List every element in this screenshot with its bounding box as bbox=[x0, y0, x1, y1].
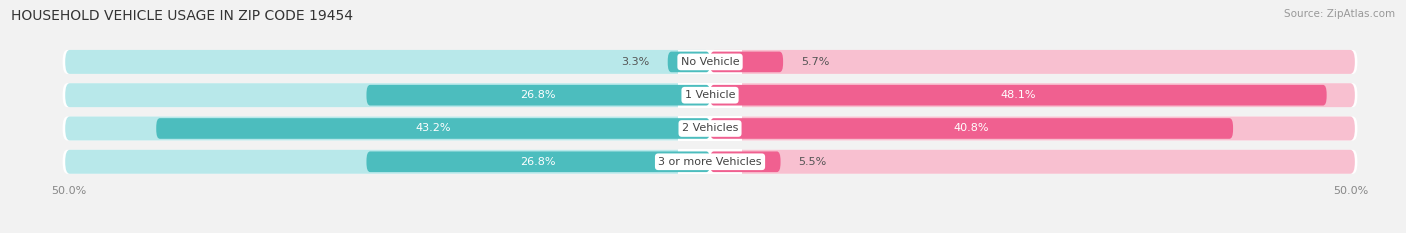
FancyBboxPatch shape bbox=[65, 50, 710, 74]
FancyBboxPatch shape bbox=[156, 118, 710, 139]
FancyBboxPatch shape bbox=[710, 118, 1233, 139]
Text: 3 or more Vehicles: 3 or more Vehicles bbox=[658, 157, 762, 167]
FancyBboxPatch shape bbox=[678, 149, 742, 174]
Text: 5.5%: 5.5% bbox=[799, 157, 827, 167]
Text: 1 Vehicle: 1 Vehicle bbox=[685, 90, 735, 100]
Text: 2 Vehicles: 2 Vehicles bbox=[682, 123, 738, 134]
Text: 43.2%: 43.2% bbox=[415, 123, 451, 134]
Text: No Vehicle: No Vehicle bbox=[681, 57, 740, 67]
Text: Source: ZipAtlas.com: Source: ZipAtlas.com bbox=[1284, 9, 1395, 19]
FancyBboxPatch shape bbox=[63, 116, 1357, 140]
Text: 3.3%: 3.3% bbox=[621, 57, 650, 67]
FancyBboxPatch shape bbox=[63, 83, 1357, 107]
FancyBboxPatch shape bbox=[65, 83, 710, 107]
FancyBboxPatch shape bbox=[710, 51, 783, 72]
FancyBboxPatch shape bbox=[710, 83, 1355, 107]
FancyBboxPatch shape bbox=[678, 83, 742, 107]
Text: 26.8%: 26.8% bbox=[520, 157, 555, 167]
FancyBboxPatch shape bbox=[63, 50, 1357, 74]
Text: 40.8%: 40.8% bbox=[953, 123, 990, 134]
Text: 5.7%: 5.7% bbox=[801, 57, 830, 67]
FancyBboxPatch shape bbox=[710, 85, 1327, 106]
Text: HOUSEHOLD VEHICLE USAGE IN ZIP CODE 19454: HOUSEHOLD VEHICLE USAGE IN ZIP CODE 1945… bbox=[11, 9, 353, 23]
FancyBboxPatch shape bbox=[710, 150, 1355, 174]
FancyBboxPatch shape bbox=[678, 50, 742, 74]
FancyBboxPatch shape bbox=[63, 150, 1357, 174]
FancyBboxPatch shape bbox=[65, 116, 710, 140]
Text: 26.8%: 26.8% bbox=[520, 90, 555, 100]
FancyBboxPatch shape bbox=[678, 116, 742, 141]
FancyBboxPatch shape bbox=[710, 151, 780, 172]
FancyBboxPatch shape bbox=[710, 50, 1355, 74]
FancyBboxPatch shape bbox=[367, 151, 710, 172]
Text: 48.1%: 48.1% bbox=[1001, 90, 1036, 100]
FancyBboxPatch shape bbox=[65, 150, 710, 174]
FancyBboxPatch shape bbox=[710, 116, 1355, 140]
FancyBboxPatch shape bbox=[367, 85, 710, 106]
FancyBboxPatch shape bbox=[668, 51, 710, 72]
